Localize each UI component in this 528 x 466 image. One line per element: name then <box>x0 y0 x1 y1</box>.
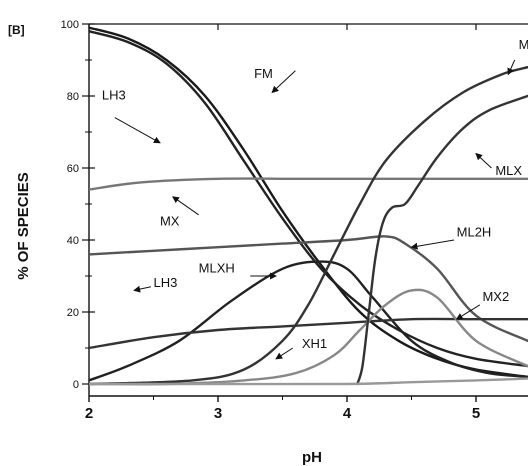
x-tick-label: 4 <box>343 405 352 422</box>
annotation-label: LH3 <box>102 88 126 103</box>
series-line-mlxh <box>89 260 528 382</box>
series-layer <box>89 26 528 386</box>
y-tick-label: 60 <box>67 163 79 175</box>
annotation-layer: FM LH3 MX ML2H MLXH LH3 MX2 XH1 M MLX <box>102 37 528 360</box>
panel-label: [B] <box>8 23 25 37</box>
y-tick-label: 20 <box>67 307 79 319</box>
annotation-label: MX <box>160 214 180 229</box>
leader-arrow <box>410 239 455 250</box>
x-tick-label: 2 <box>85 405 93 422</box>
series-line-ml2h <box>89 235 528 342</box>
y-tick-label: 80 <box>67 91 79 103</box>
series-line-m <box>89 66 528 386</box>
series-line-fm <box>89 26 528 378</box>
leader-arrow <box>455 304 481 320</box>
annotation-label: MLX <box>495 163 522 178</box>
x-axis-title: pH <box>302 449 322 466</box>
series-line-mlx <box>356 94 528 386</box>
leader-arrow <box>275 347 294 360</box>
series-line-xh <box>89 377 528 386</box>
series-line-mx2 <box>89 317 528 350</box>
annotation-label: ML2H <box>457 224 492 239</box>
leader-arrow <box>172 196 199 216</box>
x-tick-label: 3 <box>214 405 222 422</box>
annotation-label: MLXH <box>199 260 235 275</box>
y-tick-label: 40 <box>67 235 79 247</box>
series-line-lh3 <box>89 30 528 368</box>
leader-arrow <box>475 152 492 169</box>
leader-arrow <box>114 117 161 144</box>
chart-axes: 0 20 40 60 80 100 2 3 4 5 <box>61 19 528 422</box>
annotation-label: FM <box>254 66 273 81</box>
annotation-label: XH1 <box>302 336 327 351</box>
y-axis-title: % OF SPECIES <box>15 172 32 280</box>
leader-arrow <box>507 59 516 76</box>
y-tick-label: 100 <box>61 19 79 31</box>
y-tick-label: 0 <box>73 379 79 391</box>
series-line-mx <box>89 177 528 191</box>
series-line-xh1 <box>89 288 528 386</box>
annotation-label: LH3 <box>154 275 178 290</box>
leader-arrow <box>133 285 152 293</box>
annotation-label: M <box>519 37 528 52</box>
leader-arrow <box>271 70 296 94</box>
annotation-label: MX2 <box>482 289 509 304</box>
x-tick-label: 5 <box>472 405 480 422</box>
